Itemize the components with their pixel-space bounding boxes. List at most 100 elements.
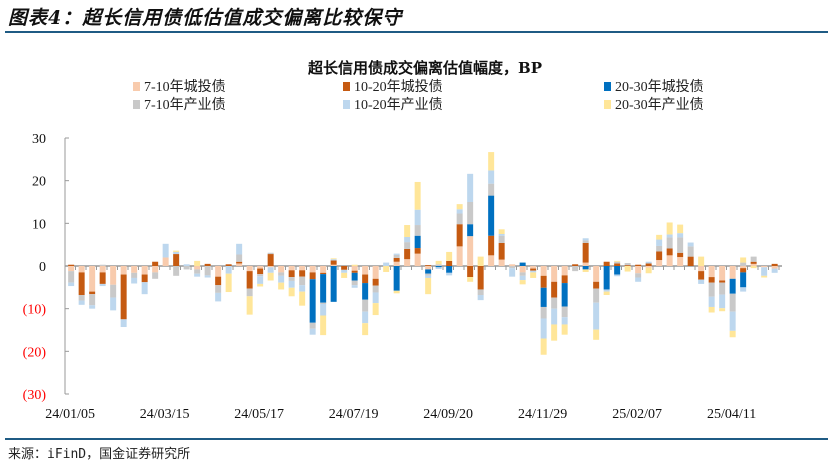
bar-segment [519,280,526,285]
bar-segment [530,272,537,278]
legend-label: 20-30年城投债 [615,79,704,95]
bar-segment [372,292,379,304]
bar-segment [362,266,369,275]
bar-segment [183,264,190,266]
bar-segment [141,274,148,283]
bar-segment [624,265,631,266]
legend-label: 10-20年城投债 [354,79,443,95]
bar-segment [309,272,316,280]
bar-segment [561,266,568,276]
bar-segment [624,266,631,272]
bar-segment [467,224,474,237]
bar-segment [635,266,642,274]
bar-segment [498,242,505,260]
bar-segment [362,299,369,312]
bar-segment [677,233,684,238]
bar-segment [393,290,400,294]
bar-segment [456,204,463,210]
bar-segment [215,276,222,286]
bar-segment [677,224,684,234]
bars [68,152,778,355]
bar-segment [215,285,222,293]
bar-segment [435,260,442,265]
footer-divider [5,438,828,440]
bar-segment [488,235,495,256]
bar-segment [236,243,243,255]
bar-segment [719,282,726,295]
bar-segment [635,277,642,282]
bar-segment [456,246,463,266]
bar-segment [372,285,379,293]
bar-segment [99,283,106,287]
bar-segment [614,260,621,262]
x-tick-label: 24/07/19 [329,407,379,422]
bar-segment [645,266,652,268]
bar-segment [320,272,327,275]
bar-segment [519,275,526,281]
x-tick-label: 24/05/17 [234,407,284,422]
legend-swatch [343,82,350,91]
bar-segment [614,261,621,264]
bar-segment [488,255,495,266]
bar-segment [351,270,358,273]
bar-segment [477,295,484,301]
bar-segment [446,266,453,273]
bar-segment [488,183,495,196]
bar-segment [194,269,201,274]
bar-segment [603,289,610,292]
bar-segment [120,274,127,320]
bar-segment [477,266,484,290]
bar-segment [719,294,726,309]
bar-segment [257,268,264,275]
bar-segment [561,317,568,325]
x-tick-label: 24/11/29 [518,407,567,422]
bar-segment [267,267,274,273]
bar-segment [446,251,453,261]
bar-segment [330,264,337,266]
bar-segment [288,277,295,281]
bar-segment [677,237,684,253]
bar-segment [551,281,558,298]
bar-segment [309,279,316,323]
bar-segment [215,266,222,277]
bar-segment [425,273,432,276]
figure-title: 图表4：超长信用债低估值成交偏离比较保守 [8,7,403,29]
bar-segment [635,273,642,278]
bar-segment [498,234,505,236]
bar-segment [740,272,747,288]
bar-segment [393,254,400,258]
bar-segment [236,261,243,264]
bar-segment [708,277,715,283]
bar-segment [320,315,327,336]
bar-segment [89,305,96,309]
bar-segment [708,306,715,313]
bar-segment [414,248,421,254]
x-tick-label: 25/04/11 [707,407,756,422]
bar-segment [687,242,694,247]
bar-segment [183,266,190,270]
bar-segment [687,246,694,257]
bar-segment [477,256,484,266]
bar-segment [551,324,558,341]
bar-segment [582,242,589,263]
bar-segment [89,291,96,295]
bar-segment [393,253,400,255]
bar-segment [425,277,432,295]
bar-segment [204,266,211,276]
bar-segment [267,272,274,281]
bar-segment [141,282,148,295]
bar-segment [288,270,295,278]
bar-segment [372,303,379,316]
bar-segment [498,229,505,234]
y-tick-label: (10) [23,303,47,318]
bar-segment [530,268,537,271]
bar-segment [771,266,778,269]
bar-segment [320,303,327,316]
bar-segment [456,209,463,214]
x-tick-label: 25/02/07 [612,407,662,422]
bar-segment [110,266,117,285]
legend-swatch [133,82,140,91]
bar-segment [68,271,75,283]
bar-segment [78,295,85,301]
bar-segment [477,289,484,296]
